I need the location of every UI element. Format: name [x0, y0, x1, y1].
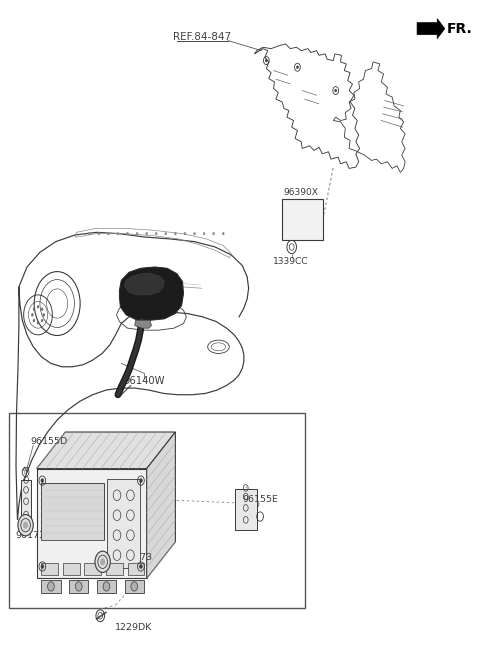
Circle shape [165, 232, 167, 235]
Circle shape [265, 59, 267, 62]
Circle shape [156, 232, 157, 235]
Bar [125, 580, 144, 593]
Bar [69, 580, 88, 593]
Circle shape [140, 479, 143, 483]
Bar [84, 563, 101, 575]
Circle shape [18, 514, 33, 536]
Circle shape [98, 232, 100, 235]
Circle shape [127, 232, 129, 235]
Polygon shape [36, 469, 147, 578]
Bar [41, 483, 104, 540]
Circle shape [146, 232, 148, 235]
Bar [41, 563, 58, 575]
Polygon shape [417, 19, 445, 39]
Text: 96173: 96173 [15, 532, 46, 540]
Circle shape [136, 232, 138, 235]
Circle shape [33, 308, 35, 311]
Polygon shape [120, 267, 183, 320]
Circle shape [75, 582, 82, 591]
Circle shape [95, 551, 110, 572]
Circle shape [31, 313, 33, 316]
Circle shape [184, 232, 186, 235]
Text: 96173: 96173 [123, 554, 153, 562]
Bar [97, 580, 116, 593]
Circle shape [37, 321, 39, 324]
Circle shape [48, 582, 54, 591]
Text: 96155E: 96155E [242, 496, 278, 504]
Circle shape [174, 232, 176, 235]
Circle shape [335, 89, 336, 92]
Polygon shape [235, 489, 257, 530]
Polygon shape [147, 432, 175, 578]
Circle shape [140, 564, 143, 568]
Circle shape [297, 66, 299, 69]
Text: 96155D: 96155D [30, 437, 67, 446]
Bar [106, 563, 123, 575]
Circle shape [41, 479, 44, 483]
Bar [41, 580, 60, 593]
Polygon shape [135, 320, 152, 328]
Text: 1339CC: 1339CC [273, 257, 308, 266]
Circle shape [117, 232, 119, 235]
Bar [63, 563, 80, 575]
Text: FR.: FR. [446, 21, 472, 35]
Polygon shape [108, 479, 140, 568]
Circle shape [103, 582, 110, 591]
Circle shape [23, 522, 28, 528]
Circle shape [41, 308, 43, 311]
Circle shape [193, 232, 195, 235]
Circle shape [37, 305, 39, 308]
Polygon shape [21, 480, 31, 523]
Polygon shape [124, 273, 164, 295]
Circle shape [213, 232, 215, 235]
Circle shape [43, 313, 45, 316]
Circle shape [100, 558, 105, 565]
Polygon shape [36, 432, 175, 469]
Text: 96140W: 96140W [123, 376, 165, 386]
Text: 96390X: 96390X [284, 188, 319, 197]
Bar [9, 414, 305, 608]
Circle shape [41, 564, 44, 568]
Text: REF.84-847: REF.84-847 [173, 32, 231, 42]
Circle shape [33, 319, 35, 322]
Bar [282, 199, 323, 240]
Circle shape [108, 232, 109, 235]
Circle shape [41, 319, 43, 322]
Circle shape [203, 232, 205, 235]
Circle shape [222, 232, 224, 235]
Bar [128, 563, 144, 575]
Circle shape [131, 582, 138, 591]
Circle shape [88, 232, 90, 235]
Text: 1229DK: 1229DK [115, 623, 152, 632]
